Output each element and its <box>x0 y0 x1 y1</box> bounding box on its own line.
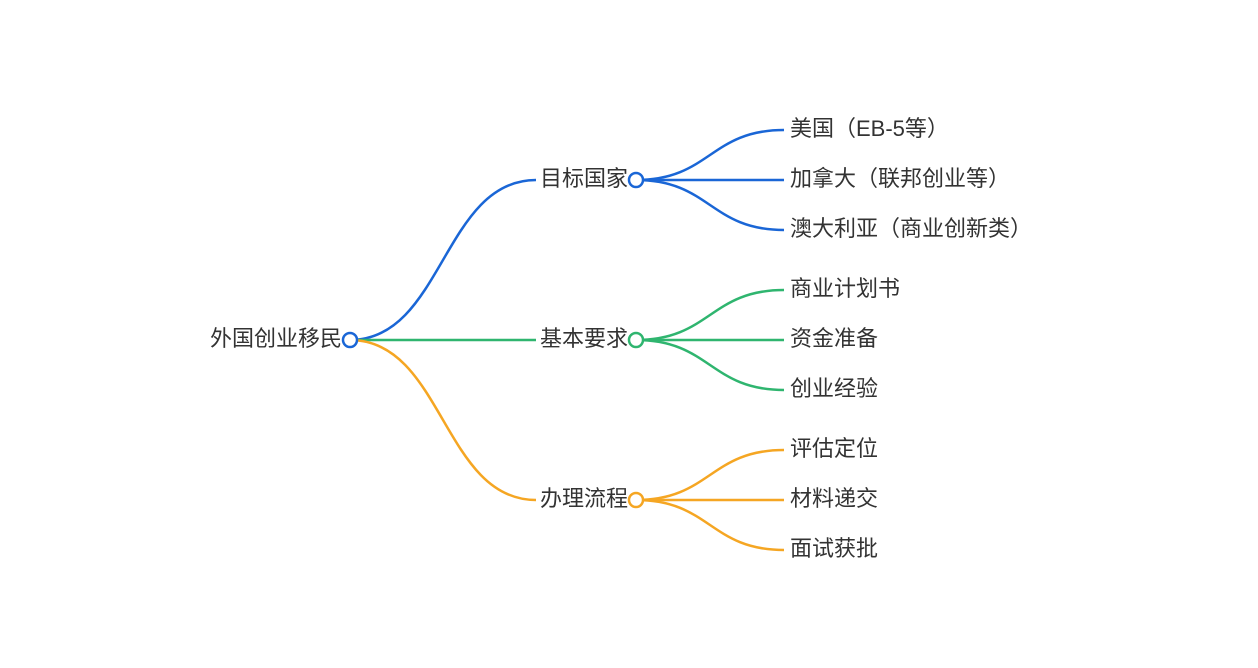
edge-process-to-leaf-0 <box>636 450 784 500</box>
edge-requirements-to-leaf-0 <box>636 290 784 340</box>
leaf-label-countries-1: 加拿大（联邦创业等） <box>790 166 1010 191</box>
leaf-label-requirements-0: 商业计划书 <box>790 276 900 301</box>
branch-label-process: 办理流程 <box>540 486 628 511</box>
leaf-label-process-2: 面试获批 <box>790 536 878 561</box>
leaf-label-requirements-2: 创业经验 <box>790 376 878 401</box>
branch-node-circle-process <box>629 493 643 507</box>
branch-label-requirements: 基本要求 <box>540 326 628 351</box>
branch-node-circle-requirements <box>629 333 643 347</box>
branch-node-circle-countries <box>629 173 643 187</box>
edge-countries-to-leaf-0 <box>636 130 784 180</box>
leaf-label-process-1: 材料递交 <box>790 486 878 511</box>
branch-label-countries: 目标国家 <box>540 166 628 191</box>
mindmap-diagram: 外国创业移民 目标国家 美国（EB-5等） 加拿大（联邦创业等） 澳大利亚（商业创新类）… <box>0 0 1258 668</box>
edge-root-to-process <box>350 340 536 500</box>
edge-requirements-to-leaf-2 <box>636 340 784 390</box>
root-label: 外国创业移民 <box>210 326 342 351</box>
leaf-label-countries-2: 澳大利亚（商业创新类） <box>790 216 1032 241</box>
edge-root-to-countries <box>350 180 536 340</box>
leaf-label-process-0: 评估定位 <box>790 436 878 461</box>
edge-countries-to-leaf-2 <box>636 180 784 230</box>
root-node-circle <box>343 333 357 347</box>
leaf-label-requirements-1: 资金准备 <box>790 326 878 351</box>
leaf-label-countries-0: 美国（EB-5等） <box>790 116 949 141</box>
edge-process-to-leaf-2 <box>636 500 784 550</box>
